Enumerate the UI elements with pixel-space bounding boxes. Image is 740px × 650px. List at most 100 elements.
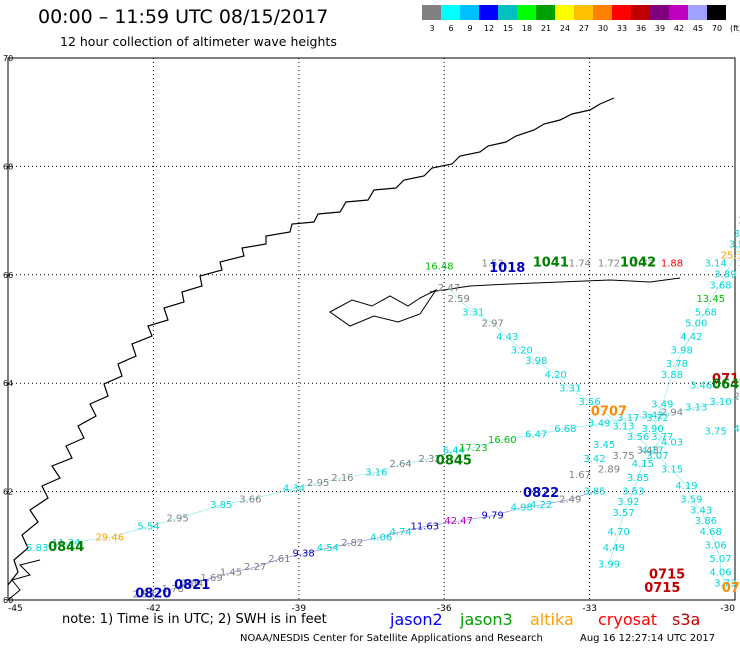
track-line (143, 491, 595, 595)
track-line (37, 397, 740, 549)
wave-height-label: 3.31 (462, 307, 484, 318)
wave-height-label: 9.38 (293, 549, 315, 560)
lat-label: 64 (3, 379, 13, 388)
wave-height-label: 3.57 (612, 508, 634, 519)
wave-height-label: 1.78 (162, 584, 184, 595)
time-label: 0715 (644, 581, 680, 596)
wave-height-label: 3.13 (612, 421, 634, 432)
legend-label: 12 (483, 24, 495, 33)
wave-height-label: 2.16 (331, 473, 353, 484)
wave-height-label: 3.85 (627, 473, 649, 484)
legend-swatch (593, 5, 612, 20)
fjord-coast (329, 288, 438, 327)
wave-height-label: 2.94 (661, 408, 683, 419)
time-label: 1042 (620, 256, 656, 271)
wave-height-label: 2.53 (133, 589, 155, 600)
wave-height-label: 4.43 (496, 332, 518, 343)
time-label: 0844 (48, 540, 84, 555)
legend-label: 3 (429, 24, 435, 33)
wave-height-label: 3.73 (714, 578, 736, 589)
wave-height-label: 4.06 (709, 568, 731, 579)
legend-swatch (612, 5, 631, 20)
color-legend (422, 5, 726, 20)
legend-swatch (631, 5, 650, 20)
wave-height-label: 3.77 (651, 432, 673, 443)
lat-label: 62 (3, 488, 13, 497)
time-label: 0707 (591, 405, 627, 420)
map-title: 00:00 – 11:59 UTC 08/15/2017 (38, 6, 329, 28)
wave-height-label: 1.88 (661, 259, 683, 270)
wave-height-label: 3.46 (690, 381, 712, 392)
wave-height-label: 4.06 (370, 532, 392, 543)
wave-height-label: 3.43 (690, 505, 712, 516)
coastline-south (7, 559, 41, 601)
wave-height-label: 6.44 (443, 446, 465, 457)
time-label: 1041 (533, 256, 569, 271)
legend-label: 30 (597, 24, 609, 33)
legend-altika: altika (530, 610, 574, 629)
wave-height-label: 3.85 (210, 500, 232, 511)
wave-height-label: 4.22 (530, 500, 552, 511)
wave-height-label: 1.67 (569, 470, 591, 481)
legend-swatch (479, 5, 498, 20)
wave-height-label: 1.69 (200, 573, 222, 584)
wave-height-label: 5.00 (685, 318, 707, 329)
wave-height-label: 3.89 (714, 270, 736, 281)
wave-height-label: 3.98 (671, 345, 693, 356)
map-frame (7, 57, 736, 601)
time-label: 0845 (436, 454, 472, 469)
wave-height-label: 2.97 (482, 318, 504, 329)
map-subtitle: 12 hour collection of altimeter wave hei… (60, 34, 337, 49)
wave-height-label: 3.49 (588, 419, 610, 430)
wave-height-label: 2.27 (244, 562, 266, 573)
wave-height-label: 6.68 (554, 424, 576, 435)
wave-height-label: 2.59 (448, 294, 470, 305)
footer-note: note: 1) Time is in UTC; 2) SWH is in fe… (62, 612, 327, 627)
legend-label: (ft) (729, 24, 740, 33)
time-label: 0821 (174, 578, 210, 593)
wave-height-label: 3.13 (685, 402, 707, 413)
coast-north (429, 277, 681, 293)
wave-height-label: 3.42 (583, 454, 605, 465)
wave-height-label: 4.74 (389, 527, 411, 538)
legend-swatch (536, 5, 555, 20)
wave-height-label: 3.68 (709, 280, 731, 291)
wave-height-label: 3.15 (661, 465, 683, 476)
wave-height-label: 3.07 (646, 451, 668, 462)
lon-label: -45 (8, 604, 23, 614)
wave-height-label: 1.74 (569, 259, 591, 270)
legend-s3a: s3a (672, 610, 701, 629)
legend-swatch (517, 5, 536, 20)
wave-height-label: 1.45 (220, 568, 242, 579)
legend-jason3: jason3 (460, 610, 513, 629)
wave-height-label: 4.42 (680, 332, 702, 343)
wave-height-label: 3.88 (661, 370, 683, 381)
wave-height-label: 3.53 (622, 486, 644, 497)
lon-label: -33 (582, 604, 597, 614)
wave-height-label: 2.32 (419, 454, 441, 465)
legend-label: 9 (467, 24, 473, 33)
lon-label: -36 (437, 604, 452, 614)
wave-height-label: 3.85 (583, 486, 605, 497)
wave-height-label: 4.03 (661, 438, 683, 449)
legend-label: 15 (502, 24, 514, 33)
wave-height-label: 2.89 (598, 465, 620, 476)
wave-height-label: 1.72 (598, 259, 620, 270)
wave-height-label: 3.59 (680, 494, 702, 505)
legend-swatch (460, 5, 479, 20)
wave-height-label: 2.82 (341, 538, 363, 549)
wave-height-label: 3.43 (637, 446, 659, 457)
generated-timestamp: Aug 16 12:27:14 UTC 2017 (580, 633, 716, 644)
wave-height-label: 3.72 (646, 413, 668, 424)
wave-height-label: 3.92 (617, 497, 639, 508)
lat-label: 60 (3, 596, 13, 605)
legend-label: 21 (540, 24, 552, 33)
legend-label: 6 (448, 24, 454, 33)
wave-height-label: 2.66 (738, 215, 740, 226)
legend-label: 33 (616, 24, 628, 33)
coastline (7, 97, 615, 586)
legend-swatch (688, 5, 707, 20)
legend-label: 39 (654, 24, 666, 33)
wave-height-label: 29.46 (95, 532, 124, 543)
wave-height-label: 3.90 (641, 424, 663, 435)
